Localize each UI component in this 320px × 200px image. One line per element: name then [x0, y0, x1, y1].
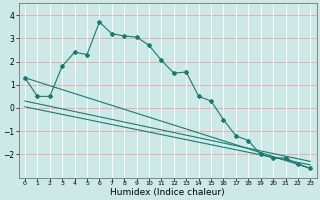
- X-axis label: Humidex (Indice chaleur): Humidex (Indice chaleur): [110, 188, 225, 197]
